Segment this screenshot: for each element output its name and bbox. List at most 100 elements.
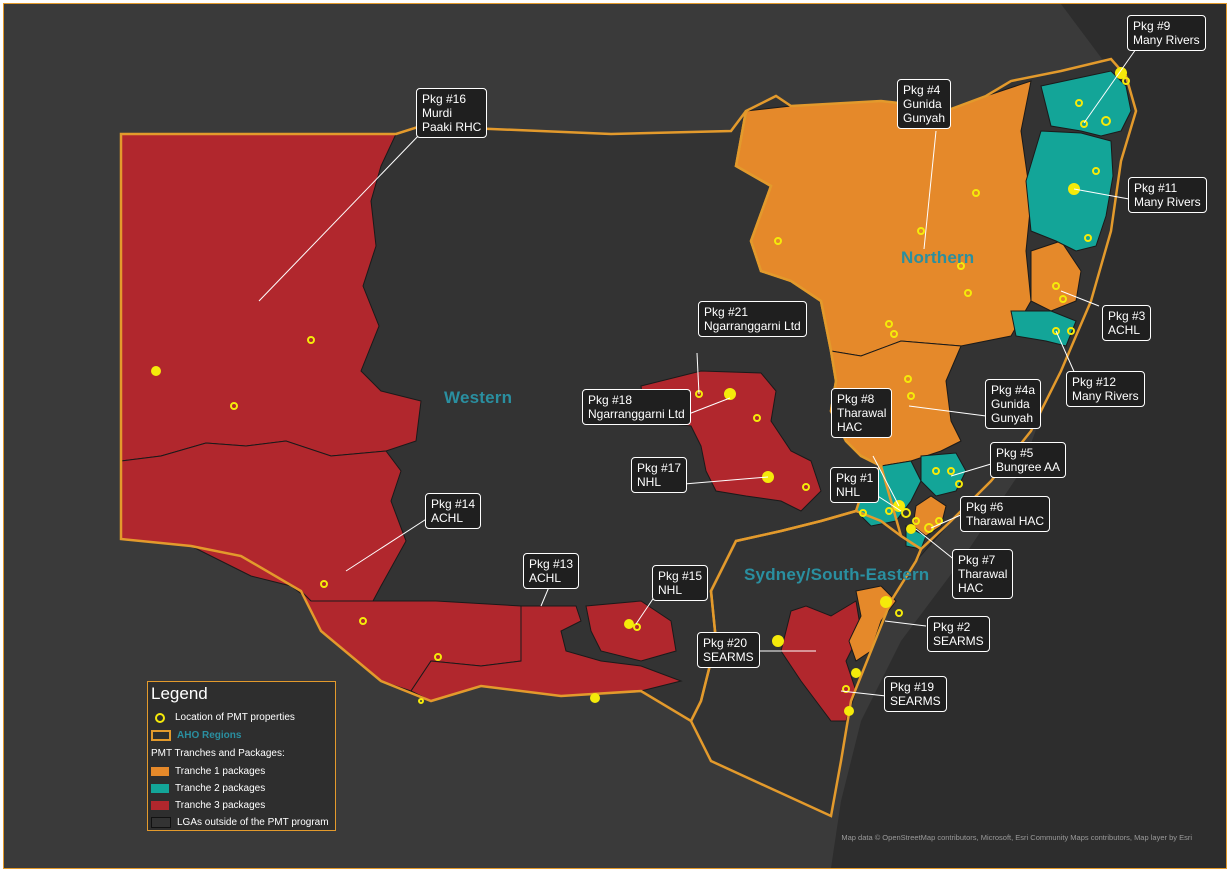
tranche3-swatch — [151, 801, 169, 810]
callout-line: Gunyah — [991, 411, 1034, 425]
callout-pkg2[interactable]: Pkg #2 SEARMS — [927, 616, 990, 652]
pkg5-area[interactable] — [920, 452, 967, 497]
legend-label: PMT Tranches and Packages: — [151, 748, 285, 759]
callout-pkg5[interactable]: Pkg #5 Bungree AA — [990, 442, 1067, 478]
callout-line: SEARMS — [890, 694, 941, 708]
property-marker-icon — [155, 712, 165, 723]
callout-pkg4a[interactable]: Pkg #4a Gunida Gunyah — [985, 379, 1042, 429]
legend-label: Tranche 1 packages — [175, 766, 266, 777]
legend-label: LGAs outside of the PMT program — [177, 817, 329, 828]
callout-line: Many Rivers — [1072, 389, 1139, 403]
ocean-area — [831, 4, 1226, 868]
callout-line: SEARMS — [703, 650, 754, 664]
callout-line: Pkg #4 — [903, 83, 941, 97]
legend-heading-packages: PMT Tranches and Packages: — [151, 748, 285, 759]
callout-line: Pkg #20 — [703, 636, 748, 650]
callout-line: Ngarranggarni Ltd — [704, 319, 801, 333]
legend-row-location: Location of PMT properties — [151, 712, 295, 723]
callout-pkg21[interactable]: Pkg #21 Ngarranggarni Ltd — [698, 301, 807, 337]
callout-line: NHL — [836, 485, 861, 499]
callout-line: Paaki RHC — [422, 120, 482, 134]
legend-label: Location of PMT properties — [175, 712, 295, 723]
callout-line: Pkg #21 — [704, 305, 749, 319]
callout-line: Pkg #16 — [422, 92, 467, 106]
callout-pkg7[interactable]: Pkg #7 Tharawal HAC — [952, 549, 1014, 599]
region-label-sydney: Sydney/South-Eastern — [744, 565, 930, 584]
callout-line: NHL — [658, 583, 683, 597]
callout-line: Pkg #19 — [890, 680, 935, 694]
callout-line: ACHL — [431, 511, 464, 525]
legend-label: Tranche 2 packages — [175, 783, 266, 794]
leader-lines — [258, 48, 1137, 697]
callout-pkg8[interactable]: Pkg #8 Tharawal HAC — [831, 388, 893, 438]
callout-line: Ngarranggarni Ltd — [588, 407, 685, 421]
callout-pkg18[interactable]: Pkg #18 Ngarranggarni Ltd — [582, 389, 691, 425]
callout-line: Pkg #11 — [1134, 181, 1178, 195]
callout-line: Pkg #17 — [637, 461, 682, 475]
region-boundary-swatch — [151, 730, 171, 741]
callout-line: ACHL — [529, 571, 562, 585]
northern-region-boundary — [734, 57, 1138, 551]
callout-pkg1[interactable]: Pkg #1 NHL — [830, 467, 880, 503]
callout-line: Murdi — [422, 106, 453, 120]
callout-pkg3[interactable]: Pkg #3 ACHL — [1102, 305, 1152, 341]
callout-line: ACHL — [1108, 323, 1141, 337]
callout-line: Tharawal — [837, 406, 887, 420]
callout-pkg17[interactable]: Pkg #17 NHL — [631, 457, 688, 493]
map-canvas[interactable] — [4, 4, 1226, 868]
callout-pkg19[interactable]: Pkg #19 SEARMS — [884, 676, 947, 712]
callout-line: Pkg #15 — [658, 569, 703, 583]
legend-label: AHO Regions — [177, 730, 242, 741]
legend-label: Tranche 3 packages — [175, 800, 266, 811]
callout-line: Pkg #13 — [529, 557, 574, 571]
callout-line: Many Rivers — [1133, 33, 1200, 47]
legend-row-tranche2: Tranche 2 packages — [151, 783, 265, 794]
callout-line: Pkg #14 — [431, 497, 476, 511]
callout-pkg6[interactable]: Pkg #6 Tharawal HAC — [960, 496, 1051, 532]
callout-pkg20[interactable]: Pkg #20 SEARMS — [697, 632, 760, 668]
callout-line: NHL — [637, 475, 662, 489]
callout-pkg15[interactable]: Pkg #15 NHL — [652, 565, 709, 601]
sydney-region-boundary — [689, 509, 923, 818]
callout-pkg11[interactable]: Pkg #11 Many Rivers — [1128, 177, 1207, 213]
callout-pkg16[interactable]: Pkg #16 Murdi Paaki RHC — [416, 88, 488, 138]
callout-line: HAC — [958, 581, 984, 595]
callout-line: HAC — [837, 420, 863, 434]
pkg15-area[interactable] — [585, 600, 677, 662]
callout-line: Pkg #3 — [1108, 309, 1146, 323]
callout-line: Gunida — [991, 397, 1030, 411]
callout-line: Pkg #2 — [933, 620, 971, 634]
callout-line: Pkg #18 — [588, 393, 633, 407]
outside-swatch — [151, 817, 171, 828]
callout-pkg13[interactable]: Pkg #13 ACHL — [523, 553, 580, 589]
legend-title: Legend — [151, 684, 208, 703]
legend-row-tranche3: Tranche 3 packages — [151, 800, 265, 811]
callout-line: Pkg #4a — [991, 383, 1036, 397]
callout-pkg4[interactable]: Pkg #4 Gunida Gunyah — [897, 79, 952, 129]
legend-row-tranche1: Tranche 1 packages — [151, 766, 265, 777]
callout-line: Tharawal HAC — [966, 514, 1045, 528]
region-label-western: Western — [444, 388, 513, 407]
legend: Legend Location of PMT properties AHO Re… — [147, 681, 336, 831]
tranche2-swatch — [151, 784, 169, 793]
callout-line: Pkg #9 — [1133, 19, 1171, 33]
callout-pkg9[interactable]: Pkg #9 Many Rivers — [1127, 15, 1206, 51]
tranche1-swatch — [151, 767, 169, 776]
callout-pkg14[interactable]: Pkg #14 ACHL — [425, 493, 482, 529]
callout-line: Pkg #5 — [996, 446, 1034, 460]
callout-line: Tharawal — [958, 567, 1008, 581]
pkg12-area[interactable] — [1010, 310, 1077, 347]
callout-line: Pkg #6 — [966, 500, 1004, 514]
callout-line: Pkg #7 — [958, 553, 996, 567]
callout-pkg12[interactable]: Pkg #12 Many Rivers — [1066, 371, 1145, 407]
region-label-northern: Northern — [901, 248, 975, 267]
callout-line: Pkg #12 — [1072, 375, 1117, 389]
callout-line: Pkg #1 — [836, 471, 874, 485]
map-attribution: Map data © OpenStreetMap contributors, M… — [841, 833, 1192, 842]
callout-line: Many Rivers — [1134, 195, 1201, 209]
pkg14-area[interactable] — [120, 440, 407, 602]
callout-line: Pkg #8 — [837, 392, 875, 406]
callout-line: Gunyah — [903, 111, 946, 125]
legend-row-outside: LGAs outside of the PMT program — [151, 817, 329, 828]
callout-line: Gunida — [903, 97, 942, 111]
